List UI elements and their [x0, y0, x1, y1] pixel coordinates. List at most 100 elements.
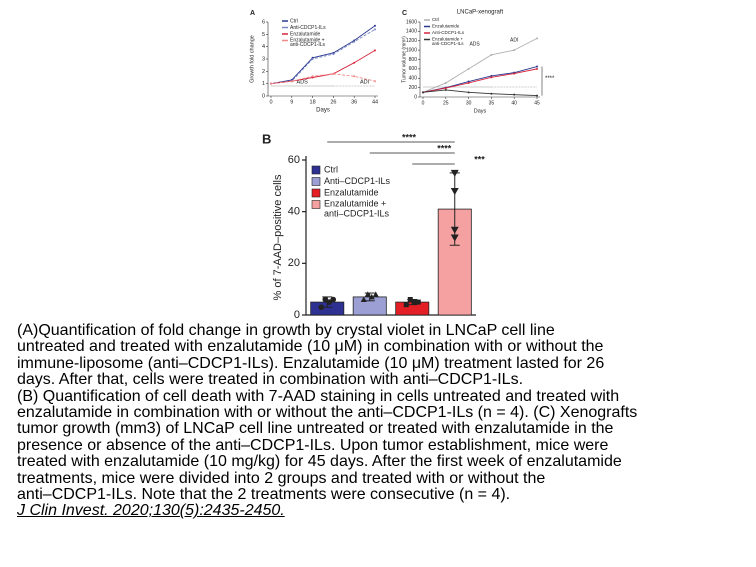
- legend-label: Enzalutamide + anti–CDCP1-ILs: [324, 199, 390, 219]
- panel-letter: C: [402, 10, 407, 17]
- data-point: [368, 293, 375, 300]
- y-tick-label: 1200: [406, 38, 417, 44]
- series-line: [422, 38, 538, 93]
- caption-line: anti–CDCP1-ILs. Note that the 2 treatmen…: [17, 486, 511, 504]
- y-axis-label: Tumor volume (mm³): [401, 36, 407, 83]
- legend-label: Enzalutamide + anti-CDCP1-ILs: [432, 37, 464, 47]
- y-tick-label: 1600: [406, 19, 417, 25]
- series-line: [422, 66, 538, 93]
- series-line: [270, 29, 376, 85]
- annotation: ADS: [469, 41, 480, 47]
- legend-swatch: [311, 177, 321, 186]
- data-point: [326, 299, 333, 305]
- legend-label: Ctrl: [290, 18, 298, 24]
- citation: J Clin Invest. 2020;130(5):2435-2450.: [17, 502, 285, 520]
- point: [444, 87, 447, 90]
- y-tick-label: 1: [262, 81, 265, 87]
- chart-title: LNCaP-xenograft: [457, 10, 504, 16]
- x-tick-label: 45: [534, 100, 540, 106]
- legend-swatch: [311, 200, 321, 209]
- data-point: [360, 296, 367, 302]
- significance-label: ****: [402, 132, 417, 142]
- point: [422, 91, 424, 94]
- x-tick-label: 0: [422, 100, 425, 106]
- caption-line: (A)Quantification of fold change in grow…: [17, 322, 555, 339]
- series-line: [422, 68, 538, 93]
- y-tick-label: 2: [262, 69, 265, 75]
- x-tick-label: 26: [330, 99, 336, 105]
- caption-line: treated with enzalutamide (10 mg/kg) for…: [17, 453, 622, 471]
- point: [374, 28, 376, 31]
- point: [374, 80, 376, 83]
- point: [374, 49, 376, 52]
- annotation: ADI: [510, 37, 518, 43]
- panel-letter: B: [262, 131, 271, 146]
- point: [332, 53, 335, 56]
- point: [536, 65, 538, 68]
- y-axis-label: % of 7-AAD–positive cells: [272, 174, 284, 300]
- point: [513, 72, 516, 75]
- point: [490, 74, 493, 77]
- point: [467, 67, 470, 70]
- y-tick-label: 4: [262, 44, 265, 50]
- caption-line: immune-liposome (anti–CDCP1-ILs). Enzalu…: [17, 354, 605, 372]
- caption-line: presence or absence of the anti–CDCP1-IL…: [17, 436, 609, 454]
- series-line: [270, 73, 376, 85]
- point: [353, 61, 356, 64]
- point: [490, 92, 493, 95]
- point: [311, 75, 314, 78]
- y-tick-label: 200: [409, 85, 418, 91]
- y-tick-label: 0: [294, 309, 300, 321]
- caption-line: tumor growth (mm3) of LNCaP cell line un…: [17, 420, 614, 438]
- point: [467, 81, 470, 84]
- caption: (A)Quantification of fold change in grow…: [17, 322, 637, 520]
- data-point: [407, 297, 413, 302]
- legend-label: Anti–CDCP1-ILs: [324, 176, 391, 186]
- legend-label: Enzalutamide: [290, 31, 321, 37]
- point: [490, 53, 493, 56]
- series-line: [422, 89, 538, 97]
- data-point: [318, 304, 325, 311]
- y-tick-label: 40: [288, 206, 300, 218]
- y-tick-label: 800: [409, 57, 418, 63]
- data-point: [415, 299, 421, 305]
- point: [353, 75, 356, 78]
- x-tick-label: 18: [310, 99, 316, 105]
- data-point: [450, 226, 459, 234]
- y-tick-label: 60: [288, 154, 300, 166]
- data-point: [322, 296, 329, 303]
- legend-label: Enzalutamide: [324, 187, 379, 197]
- y-tick-label: 20: [288, 257, 300, 269]
- y-tick-label: 3: [262, 56, 265, 62]
- series-line: [270, 25, 376, 85]
- x-tick-label: 25: [443, 100, 449, 106]
- annotation: ****: [545, 76, 555, 82]
- data-point: [450, 234, 459, 242]
- y-axis-label: Growth fold change: [249, 35, 255, 83]
- legend-label: Ctrl: [324, 164, 338, 174]
- legend-label: Anti-CDCP1-ILs: [290, 25, 326, 31]
- series-line: [270, 49, 376, 85]
- data-point: [372, 291, 379, 297]
- point: [270, 82, 272, 85]
- data-point: [330, 296, 337, 303]
- y-tick-label: 600: [409, 66, 418, 72]
- annotation: ADI: [360, 79, 370, 85]
- caption-line: (B) Quantification of cell death with 7-…: [17, 387, 620, 405]
- point: [536, 37, 538, 40]
- panel-letter: A: [250, 10, 255, 17]
- data-point: [450, 188, 459, 195]
- x-tick-label: 44: [372, 99, 378, 105]
- caption-line: days. After that, cells were treated in …: [17, 371, 524, 389]
- y-tick-label: 6: [262, 19, 265, 25]
- legend-label: Enzalutamide + anti-CDCP1-ILs: [290, 38, 326, 49]
- x-axis-label: Days: [474, 108, 487, 114]
- x-tick-label: 30: [466, 100, 472, 106]
- point: [536, 94, 538, 97]
- x-axis-label: Days: [316, 108, 330, 114]
- significance-label: ***: [474, 154, 485, 164]
- legend-swatch: [311, 165, 321, 175]
- data-point: [364, 291, 371, 297]
- caption-line: treatments, mice were divided into 2 gro…: [17, 469, 546, 487]
